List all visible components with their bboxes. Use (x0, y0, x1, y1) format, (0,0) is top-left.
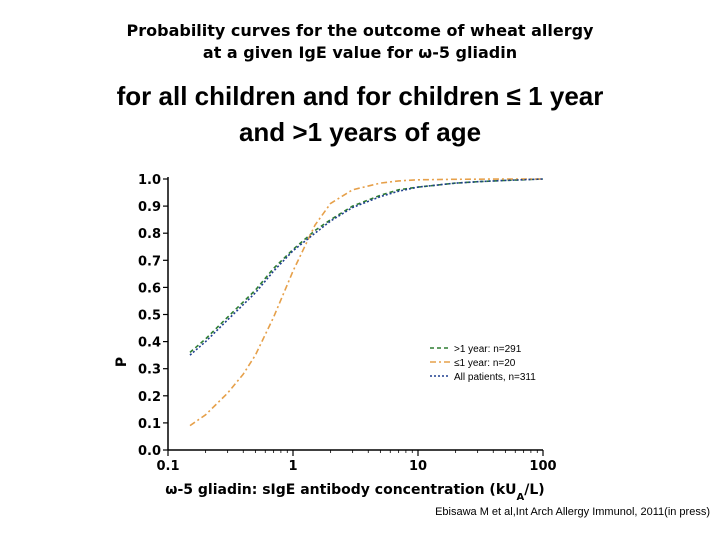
y-tick-label: 0.0 (138, 444, 161, 459)
x-tick-label: 100 (529, 459, 556, 474)
y-tick-label: 0.7 (138, 254, 161, 269)
chart-axes: 0.00.10.20.30.40.50.60.70.80.91.00.1 1 10 1… (138, 173, 557, 474)
legend-label: ≤1 year: n=20 (454, 358, 516, 369)
y-tick-label: 0.5 (138, 309, 161, 324)
subtitle-line-2: at a given IgE value for ω-5 gliadin (202, 43, 518, 62)
y-tick-label: 0.2 (138, 390, 161, 405)
y-tick-label: 0.1 (138, 417, 161, 432)
chart-subtitle: Probability curves for the outcome of wh… (0, 20, 720, 64)
y-axis-label: P (114, 357, 130, 367)
y-tick-label: 0.6 (138, 281, 161, 296)
x-tick-label: 1 (288, 459, 297, 474)
citation: Ebisawa M et al,Int Arch Allergy Immunol… (435, 506, 710, 518)
y-tick-label: 0.8 (138, 227, 161, 242)
x-tick-label: 10 (409, 459, 427, 474)
chart-legend: >1 year: n=291 ≤1 year: n=20 All patients,… (430, 344, 536, 383)
chart-curves (189, 178, 544, 427)
x-axis-label-prefix: ω-5 gliadin: sIgE antibody concentration… (165, 482, 516, 498)
series-line (189, 178, 543, 427)
y-tick-label: 0.9 (138, 200, 161, 215)
chart-title: for all children and for children ≤ 1 ye… (0, 78, 720, 150)
series-line (189, 178, 544, 356)
subtitle-line-1: Probability curves for the outcome of wh… (126, 21, 594, 40)
y-tick-label: 0.3 (138, 363, 161, 378)
title-line-2: and >1 years of age (238, 117, 482, 147)
y-tick-label: 1.0 (138, 173, 161, 188)
x-axis-label-suffix: /L) (524, 482, 544, 498)
legend-label: All patients, n=311 (454, 372, 536, 383)
x-axis-label-subscript: A (517, 492, 525, 503)
series-line (189, 178, 544, 354)
legend-label: >1 year: n=291 (454, 344, 522, 355)
title-line-1: for all children and for children ≤ 1 ye… (116, 81, 604, 111)
y-tick-label: 0.4 (138, 336, 161, 351)
x-axis-label: ω-5 gliadin: sIgE antibody concentration… (165, 482, 544, 503)
x-tick-label: 0.1 (156, 459, 179, 474)
